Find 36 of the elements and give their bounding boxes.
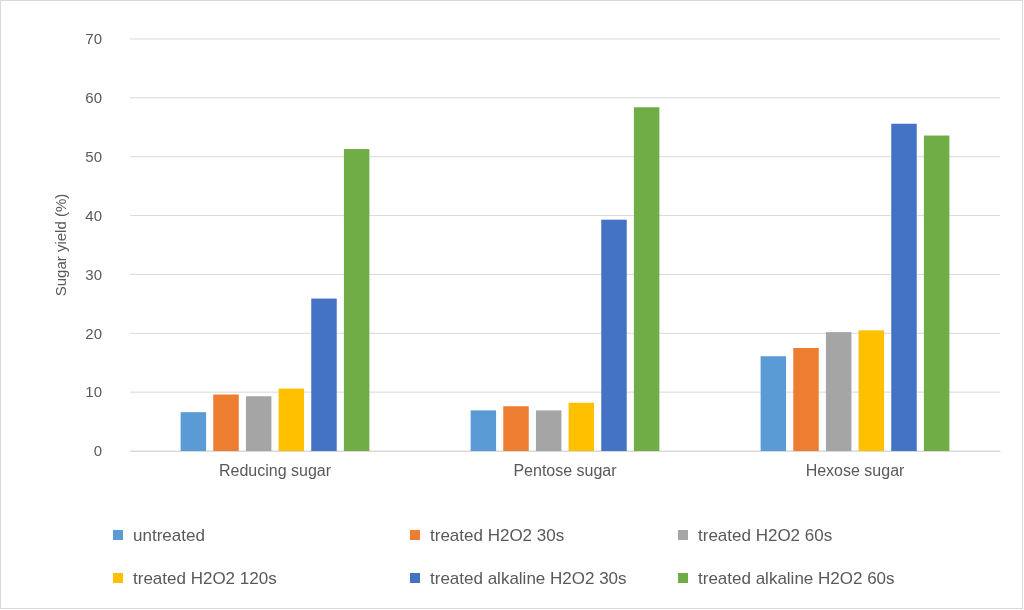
- legend-label: treated H2O2 120s: [133, 569, 277, 588]
- x-tick-label: Pentose sugar: [513, 462, 618, 480]
- bar: [793, 348, 819, 451]
- x-tick-label: Reducing sugar: [218, 462, 332, 480]
- bar: [470, 410, 497, 451]
- legend-label: untreated: [133, 526, 205, 545]
- bar: [891, 123, 917, 451]
- y-tick-label: 0: [93, 442, 102, 460]
- bar: [213, 394, 239, 451]
- bar: [180, 412, 207, 451]
- y-tick-label: 40: [85, 206, 102, 224]
- bar: [858, 330, 885, 451]
- bar: [278, 388, 305, 451]
- y-tick-label: 10: [85, 383, 102, 401]
- legend-label: treated alkaline H2O2 60s: [698, 569, 895, 588]
- bar: [311, 298, 337, 451]
- x-tick-label: Hexose sugar: [805, 462, 906, 480]
- y-axis-title: Sugar yield (%): [52, 193, 69, 297]
- bar: [633, 107, 660, 451]
- legend-label: treated H2O2 30s: [430, 526, 565, 545]
- bar: [923, 135, 950, 451]
- bar: [825, 332, 852, 451]
- legend-label: treated alkaline H2O2 30s: [430, 569, 627, 588]
- bar: [601, 219, 627, 451]
- bar: [568, 402, 595, 451]
- y-tick-label: 70: [85, 30, 102, 48]
- y-tick-label: 30: [85, 265, 102, 283]
- y-tick-label: 50: [85, 148, 102, 166]
- bar: [343, 149, 370, 451]
- y-tick-label: 20: [85, 324, 102, 342]
- bar: [245, 396, 272, 451]
- y-tick-label: 60: [85, 89, 102, 107]
- bar: [503, 406, 529, 451]
- legend-label: treated H2O2 60s: [698, 526, 833, 545]
- bar: [535, 410, 562, 451]
- bar: [760, 356, 787, 451]
